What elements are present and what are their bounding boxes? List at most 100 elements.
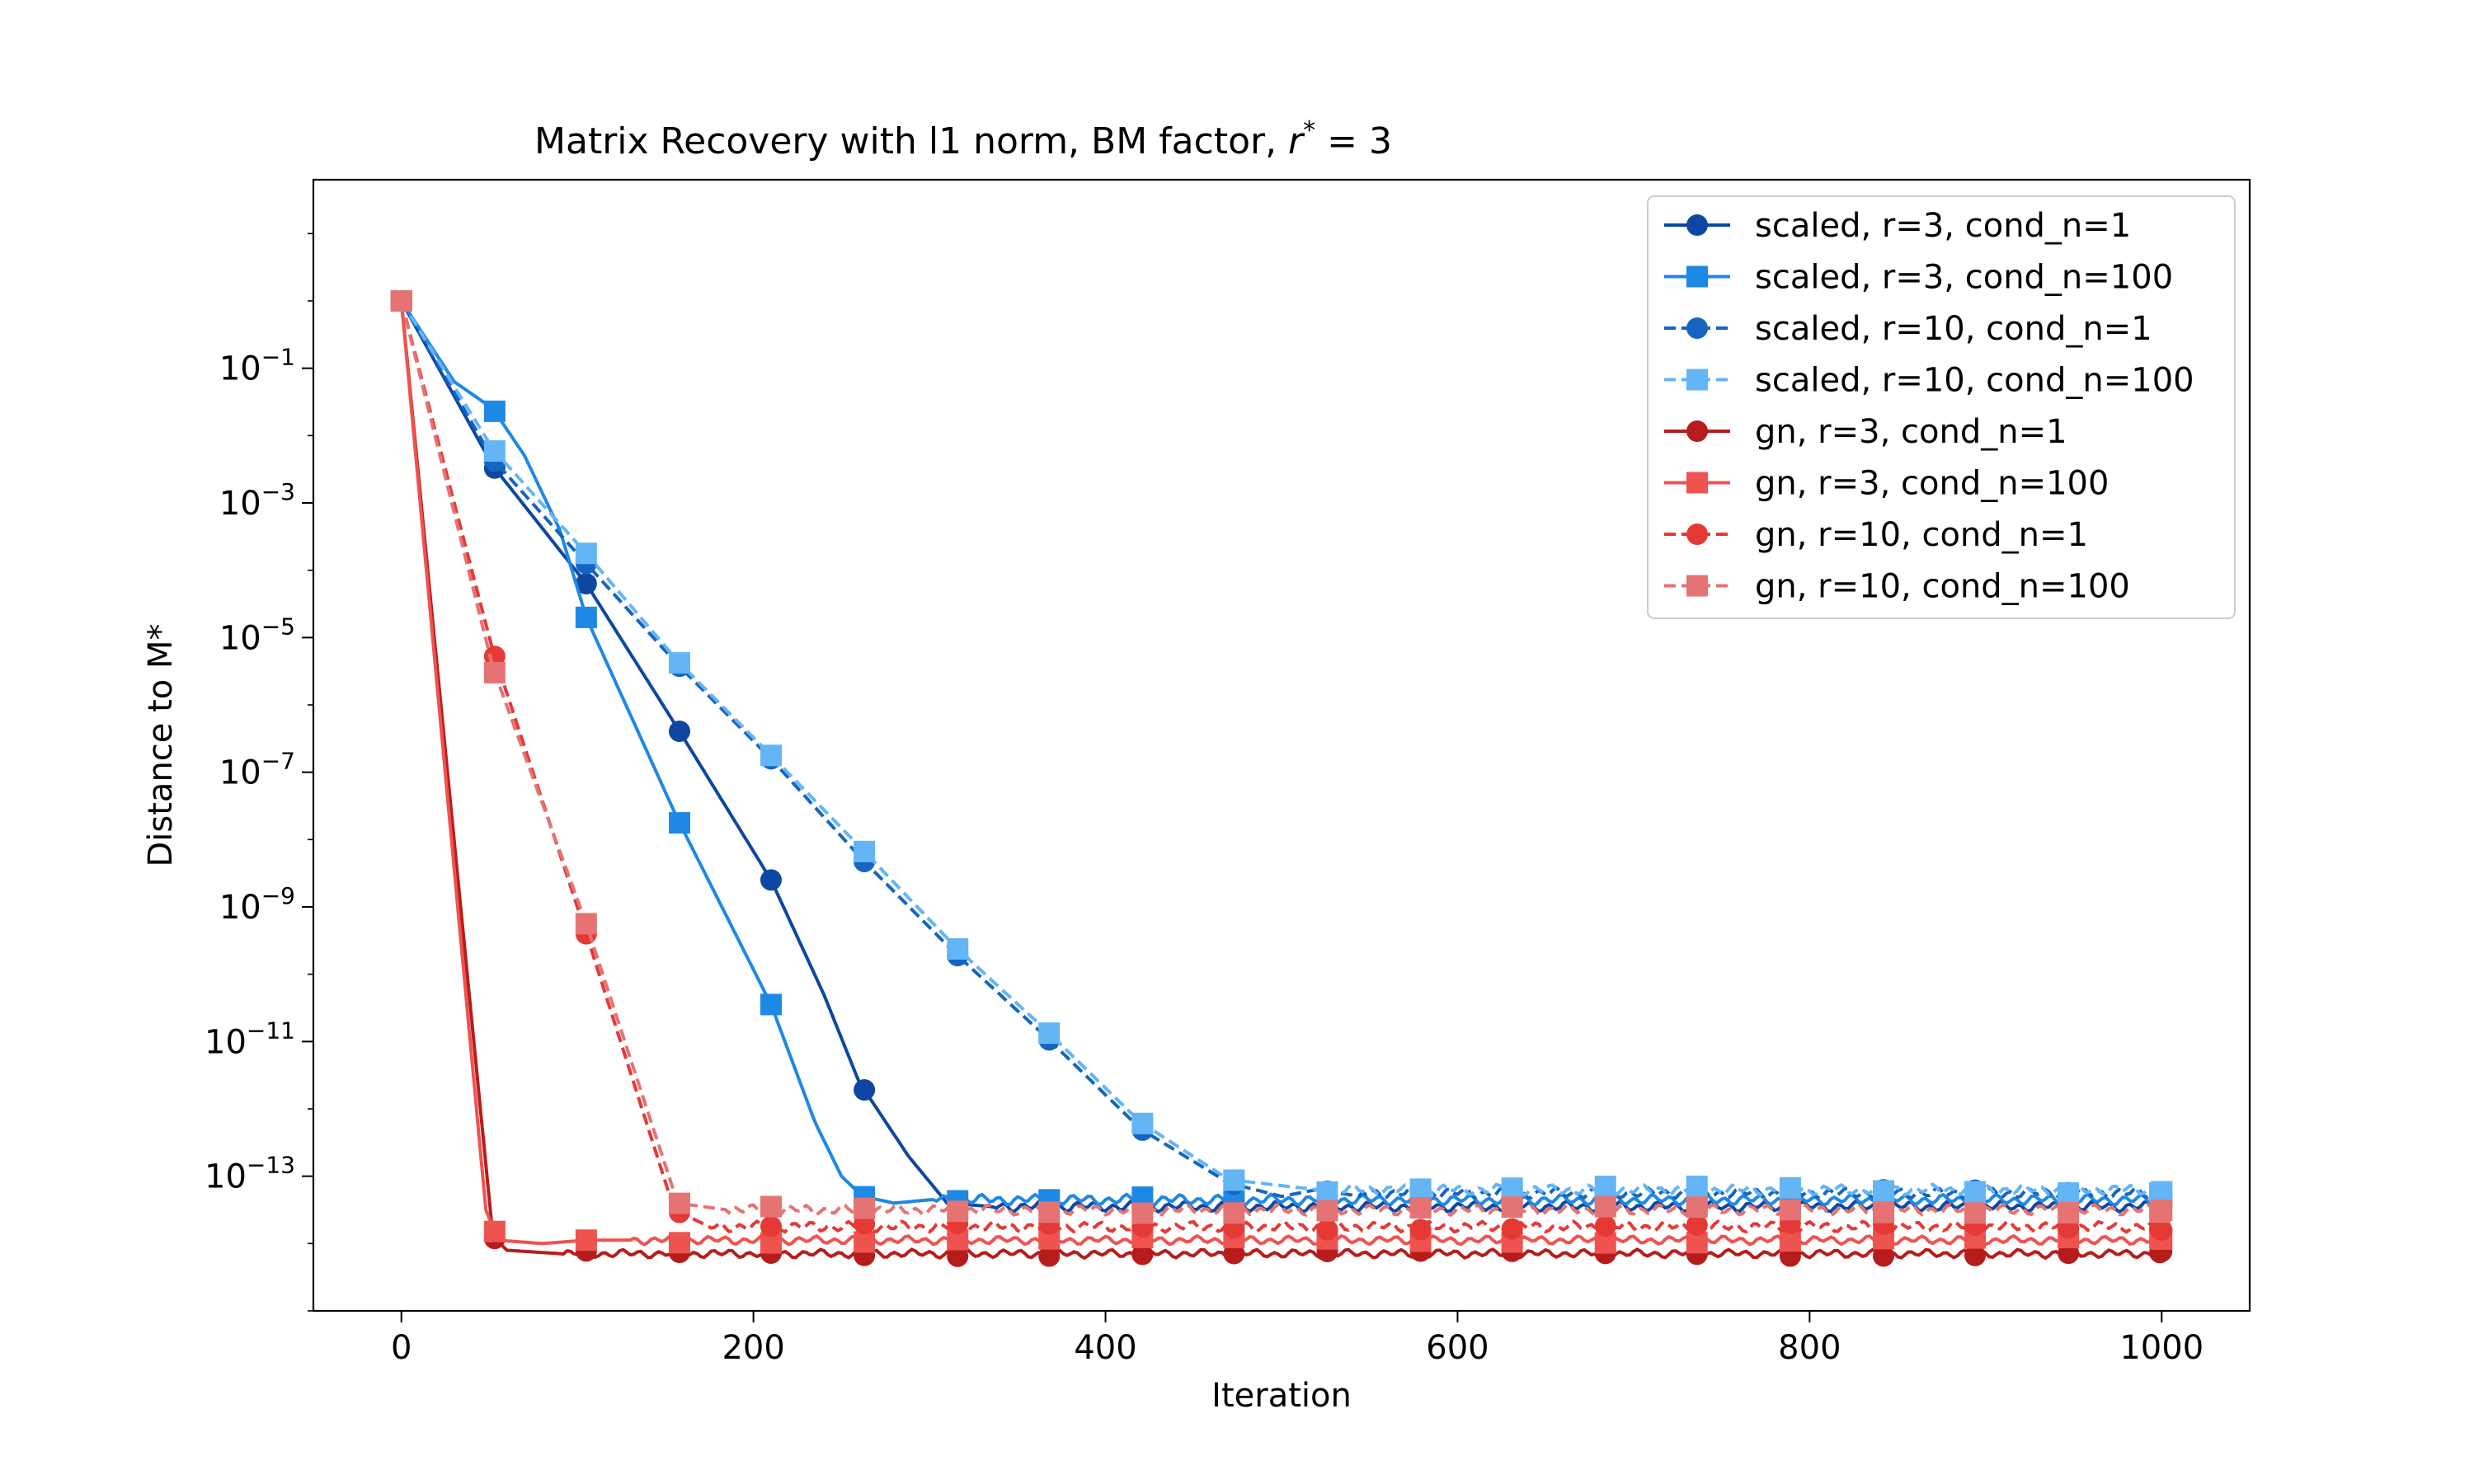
y-axis: 10−1 10−3 10−5 10−7 10−9 10−11 10−13 xyxy=(205,232,313,1312)
data-point xyxy=(575,606,597,628)
data-point xyxy=(390,290,412,312)
legend-label-6: gn, r=10, cond_n=1 xyxy=(1755,516,2088,554)
y-tick-label: 10−13 xyxy=(205,1152,295,1196)
legend-box xyxy=(1647,195,2236,619)
legend-marker-0 xyxy=(1686,214,1708,236)
data-point xyxy=(1779,1199,1801,1221)
x-tick-label: 1000 xyxy=(2119,1329,2204,1367)
data-point xyxy=(483,440,506,463)
data-point xyxy=(575,913,597,935)
data-point xyxy=(1223,1169,1245,1191)
y-axis-label: Distance to M* xyxy=(142,624,180,867)
data-point xyxy=(1964,1244,1987,1266)
series-line xyxy=(399,300,2163,1247)
data-point xyxy=(854,1078,876,1101)
series-line xyxy=(399,300,2163,1234)
data-point xyxy=(1409,1196,1432,1219)
legend-marker-1 xyxy=(1686,265,1708,288)
data-point xyxy=(1686,1196,1708,1219)
data-point xyxy=(760,869,782,891)
legend-label-2: scaled, r=10, cond_n=1 xyxy=(1755,310,2152,348)
data-point xyxy=(1873,1201,1895,1223)
series-layer xyxy=(390,290,2173,1267)
data-point xyxy=(668,652,690,674)
data-point xyxy=(1409,1219,1432,1241)
plot-frame xyxy=(312,178,2251,1313)
series-line xyxy=(399,300,2163,1218)
data-point xyxy=(1316,1200,1338,1222)
data-point xyxy=(1964,1202,1987,1224)
data-point xyxy=(760,1215,782,1237)
y-tick-label: 10−9 xyxy=(219,882,295,927)
data-point xyxy=(483,661,506,683)
data-point xyxy=(947,1200,969,1223)
data-point xyxy=(668,812,690,834)
title-math-var: r xyxy=(1288,120,1305,162)
title-math-rest: = 3 xyxy=(1315,120,1392,162)
x-tick-label: 0 xyxy=(391,1329,412,1367)
data-point xyxy=(2151,1181,2173,1203)
data-point xyxy=(1873,1245,1895,1267)
data-point xyxy=(1038,1245,1061,1267)
data-point xyxy=(1131,1243,1154,1266)
legend-label-1: scaled, r=3, cond_n=100 xyxy=(1755,259,2173,297)
y-tick-label: 10−11 xyxy=(205,1017,295,1061)
legend-label-0: scaled, r=3, cond_n=1 xyxy=(1755,207,2131,245)
data-point xyxy=(2151,1219,2173,1241)
data-point xyxy=(1594,1176,1616,1198)
series-line xyxy=(399,300,2163,1214)
data-point xyxy=(1038,1201,1061,1223)
chart-title: Matrix Recovery with l1 norm, BM factor,… xyxy=(534,116,1392,162)
y-tick-label: 10−3 xyxy=(219,478,295,523)
data-point xyxy=(947,1245,969,1267)
y-tick-label: 10−5 xyxy=(219,613,295,657)
legend-label-3: scaled, r=10, cond_n=100 xyxy=(1755,362,2194,400)
data-point xyxy=(483,1220,506,1242)
data-point xyxy=(668,1232,690,1254)
series-line xyxy=(400,299,2163,1197)
data-point xyxy=(1779,1176,1801,1199)
data-point xyxy=(575,573,597,594)
data-point xyxy=(1316,1181,1338,1203)
data-point xyxy=(1594,1195,1616,1218)
data-point xyxy=(2151,1200,2173,1222)
legend-marker-3 xyxy=(1686,369,1708,391)
data-point xyxy=(1594,1215,1616,1237)
data-point xyxy=(668,721,690,743)
data-point xyxy=(1131,1202,1154,1224)
y-tick-label: 10−7 xyxy=(219,748,295,792)
x-tick-label: 200 xyxy=(722,1329,784,1367)
legend-marker-4 xyxy=(1686,420,1708,442)
data-point xyxy=(1501,1177,1523,1200)
legend-marker-2 xyxy=(1686,317,1708,339)
x-axis-label: Iteration xyxy=(1211,1377,1352,1415)
legend-label-7: gn, r=10, cond_n=100 xyxy=(1755,568,2130,606)
legend: scaled, r=3, cond_n=1 scaled, r=3, cond_n… xyxy=(1647,195,2236,619)
data-point xyxy=(1316,1219,1338,1241)
data-point xyxy=(668,1192,690,1214)
legend-marker-5 xyxy=(1686,472,1708,494)
data-point xyxy=(1686,1214,1708,1237)
series-line xyxy=(400,299,2162,1208)
data-point xyxy=(1038,1022,1061,1045)
plot-area xyxy=(390,290,2173,1267)
data-point xyxy=(1501,1196,1523,1219)
data-point xyxy=(760,1195,782,1218)
series-line xyxy=(399,300,2163,1261)
series-5 xyxy=(390,290,2173,1254)
data-point xyxy=(947,937,969,960)
data-point xyxy=(1131,1112,1154,1134)
data-point xyxy=(1223,1202,1245,1224)
data-point xyxy=(483,646,506,668)
data-point xyxy=(2058,1182,2080,1205)
data-point xyxy=(854,840,876,862)
data-point xyxy=(575,1229,597,1252)
x-axis: 0 200 400 600 800 1000 xyxy=(391,1311,2204,1367)
data-point xyxy=(1873,1180,1895,1202)
title-math-sup: * xyxy=(1303,116,1315,145)
data-point xyxy=(1409,1178,1432,1200)
data-point xyxy=(1686,1175,1708,1197)
y-tick-label: 10−1 xyxy=(219,344,295,388)
data-point xyxy=(575,542,597,565)
